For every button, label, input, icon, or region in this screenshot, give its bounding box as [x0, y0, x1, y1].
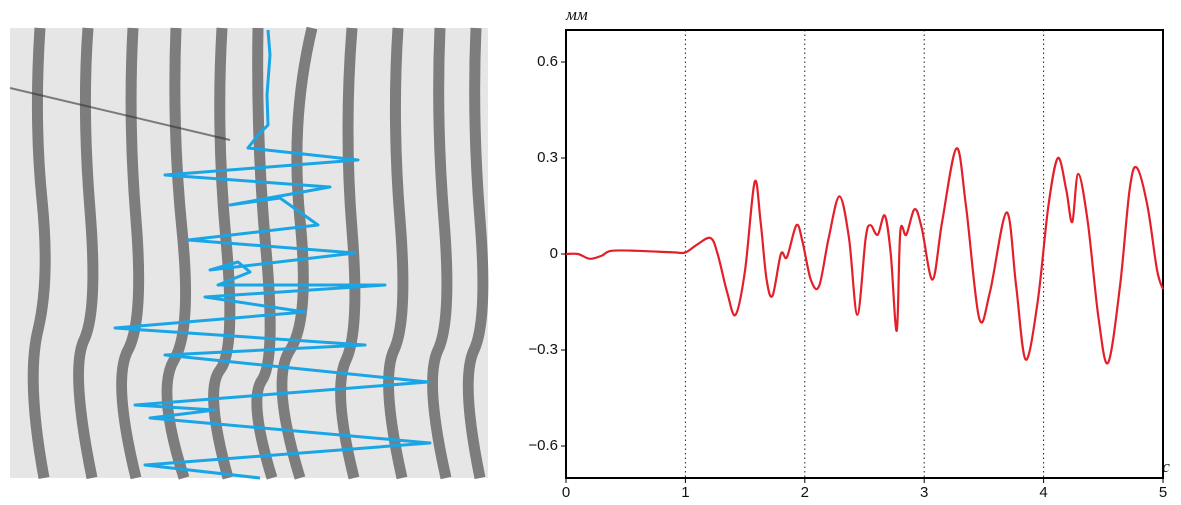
x-tick-label: 5 — [1159, 484, 1167, 501]
x-tick-label: 1 — [681, 484, 689, 501]
y-tick-label: 0.3 — [537, 149, 558, 166]
x-tick-label: 4 — [1039, 484, 1047, 501]
fringe — [116, 27, 145, 480]
scratch — [9, 87, 231, 141]
y-tick-label: 0.6 — [537, 53, 558, 70]
fringe — [251, 27, 278, 480]
x-axis-label: c — [1162, 457, 1170, 476]
x-tick-label: 3 — [920, 484, 928, 501]
y-tick-label: −0.3 — [528, 341, 558, 358]
x-tick-label: 2 — [801, 484, 809, 501]
y-tick-label: 0 — [550, 245, 558, 262]
x-tick-label: 0 — [562, 484, 570, 501]
trace — [113, 29, 432, 480]
y-tick-label: −0.6 — [528, 437, 558, 454]
fringe — [335, 27, 361, 480]
fringe-photo — [9, 26, 489, 480]
fringe — [27, 27, 51, 479]
fringe — [427, 27, 453, 480]
y-axis-label: мм — [565, 5, 588, 24]
fringe — [161, 27, 192, 480]
fringe — [462, 27, 489, 480]
data-line — [565, 147, 1165, 365]
fringe — [383, 27, 409, 480]
